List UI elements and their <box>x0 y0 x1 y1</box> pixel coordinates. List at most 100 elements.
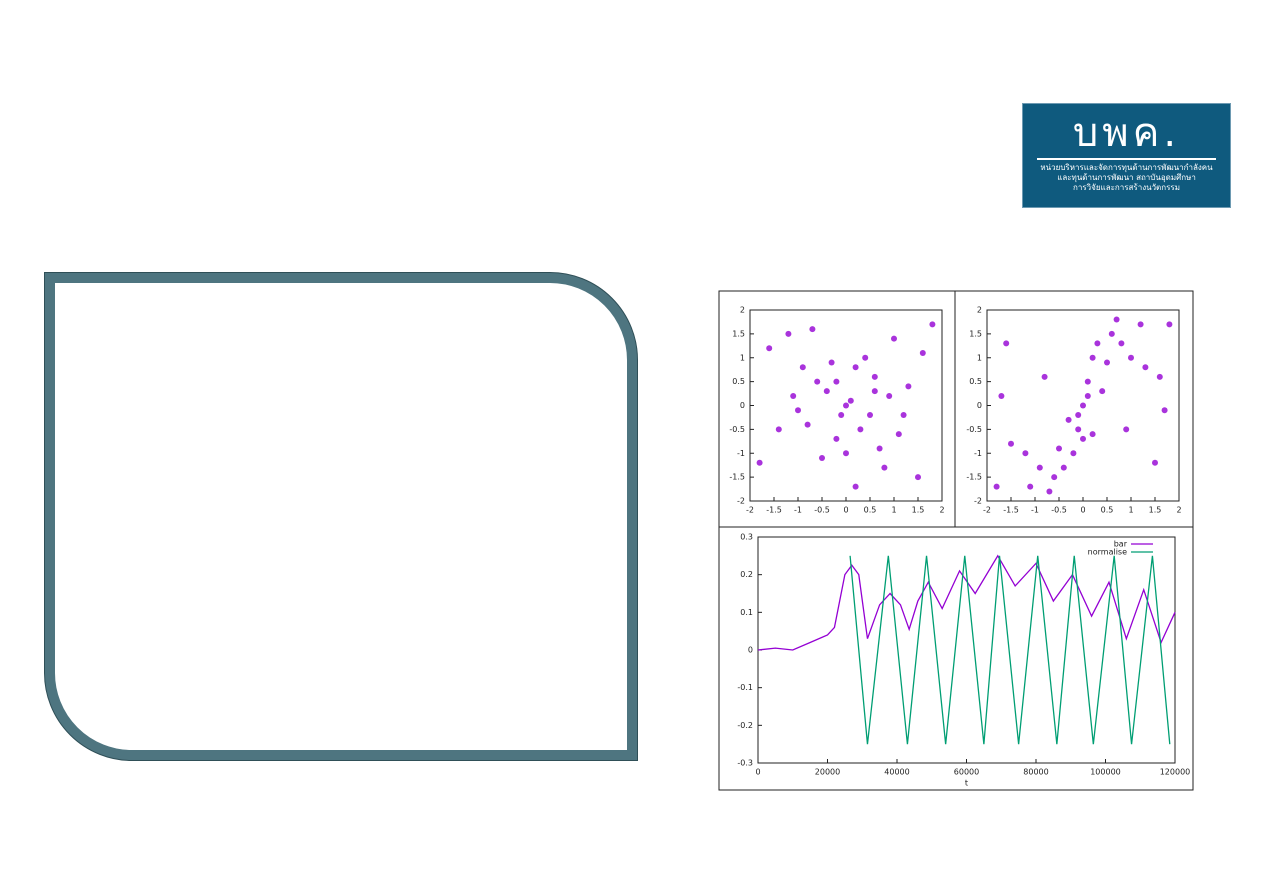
x-tick-label: 0 <box>843 506 848 515</box>
y-tick-label: 0.1 <box>740 608 753 617</box>
point <box>1166 321 1173 328</box>
x-tick-label: -1 <box>1031 506 1039 515</box>
point <box>819 455 825 462</box>
point <box>1142 364 1149 371</box>
legend-label: bar <box>1114 540 1128 549</box>
point <box>843 402 849 409</box>
point <box>871 373 878 380</box>
point <box>1137 321 1144 328</box>
x-tick-label: -1 <box>794 506 802 515</box>
point <box>795 407 801 414</box>
y-tick-label: 1 <box>740 353 745 362</box>
y-tick-label: -0.5 <box>729 425 745 434</box>
point <box>895 431 902 438</box>
point <box>852 364 859 371</box>
figure-border <box>718 290 1194 791</box>
y-tick-label: -2 <box>737 497 745 506</box>
point <box>1051 474 1058 481</box>
point <box>1075 426 1082 433</box>
point <box>1056 445 1062 452</box>
logo-line: และทุนด้านการพัฒนา สถาบันอุดมศึกษา <box>1057 173 1196 182</box>
point <box>814 378 821 385</box>
logo-title: บพค. <box>1072 110 1181 156</box>
point <box>871 388 878 395</box>
point <box>1003 340 1010 347</box>
point <box>1118 340 1125 347</box>
y-tick-label: -1.5 <box>729 473 745 482</box>
point <box>1089 354 1096 361</box>
point <box>1113 316 1120 323</box>
x-tick-label: 1 <box>1128 506 1133 515</box>
x-tick-label: 120000 <box>1160 768 1191 777</box>
point <box>1075 412 1082 419</box>
x-tick-label: -2 <box>746 506 754 515</box>
point <box>1036 464 1043 471</box>
x-tick-label: 40000 <box>884 768 909 777</box>
y-tick-label: 1.5 <box>732 329 745 338</box>
x-tick-label: 1 <box>891 506 896 515</box>
point <box>852 483 859 490</box>
x-tick-label: -0.5 <box>814 506 830 515</box>
y-tick-label: 0 <box>977 401 982 410</box>
point <box>1084 392 1091 399</box>
point <box>1128 354 1134 361</box>
point <box>900 412 907 419</box>
point <box>1027 483 1034 490</box>
point <box>1161 407 1168 414</box>
y-tick-label: -0.1 <box>737 683 753 692</box>
point <box>1089 431 1096 438</box>
x-tick-label: 0.5 <box>1101 506 1114 515</box>
point <box>833 435 840 442</box>
point <box>1099 388 1106 395</box>
logo-rule <box>1037 158 1216 160</box>
x-tick-label: 2 <box>939 506 944 515</box>
y-tick-label: -1 <box>737 449 745 458</box>
x-axis-label: t <box>965 779 968 788</box>
point <box>799 364 806 371</box>
point <box>766 345 773 352</box>
x-tick-label: 0.5 <box>864 506 877 515</box>
point <box>867 412 873 419</box>
y-tick-label: 2 <box>740 306 745 315</box>
point <box>1108 330 1115 337</box>
point <box>862 354 869 361</box>
point <box>809 326 816 333</box>
point <box>891 335 897 342</box>
point <box>1156 373 1163 380</box>
point <box>915 474 921 481</box>
point <box>1123 426 1130 433</box>
point <box>804 421 811 428</box>
x-tick-label: 20000 <box>815 768 840 777</box>
y-tick-label: 0.5 <box>969 377 982 386</box>
logo-line: การวิจัยและการสร้างนวัตกรรม <box>1073 183 1180 192</box>
point <box>929 321 936 328</box>
y-tick-label: 1 <box>977 353 982 362</box>
y-tick-label: 0.2 <box>740 570 753 579</box>
point <box>1046 488 1053 495</box>
point <box>838 412 845 419</box>
point <box>1084 378 1091 385</box>
frame <box>45 273 637 760</box>
point <box>1041 373 1048 380</box>
y-tick-label: -0.3 <box>737 759 753 768</box>
point <box>828 359 835 366</box>
point <box>857 426 864 433</box>
x-tick-label: -0.5 <box>1051 506 1067 515</box>
point <box>1065 416 1072 423</box>
y-tick-label: 0 <box>748 646 753 655</box>
point <box>998 392 1005 399</box>
x-tick-label: 100000 <box>1090 768 1121 777</box>
logo-line: หน่วยบริหารและจัดการทุนด้านการพัฒนากำลัง… <box>1040 163 1213 172</box>
x-tick-label: 80000 <box>1023 768 1048 777</box>
point <box>919 349 926 356</box>
y-tick-label: -0.2 <box>737 721 753 730</box>
point <box>1104 359 1110 366</box>
point <box>775 426 782 433</box>
y-tick-label: 0.5 <box>732 377 745 386</box>
point <box>756 459 763 466</box>
x-tick-label: 0 <box>755 768 760 777</box>
point <box>843 450 849 457</box>
point <box>847 397 854 404</box>
